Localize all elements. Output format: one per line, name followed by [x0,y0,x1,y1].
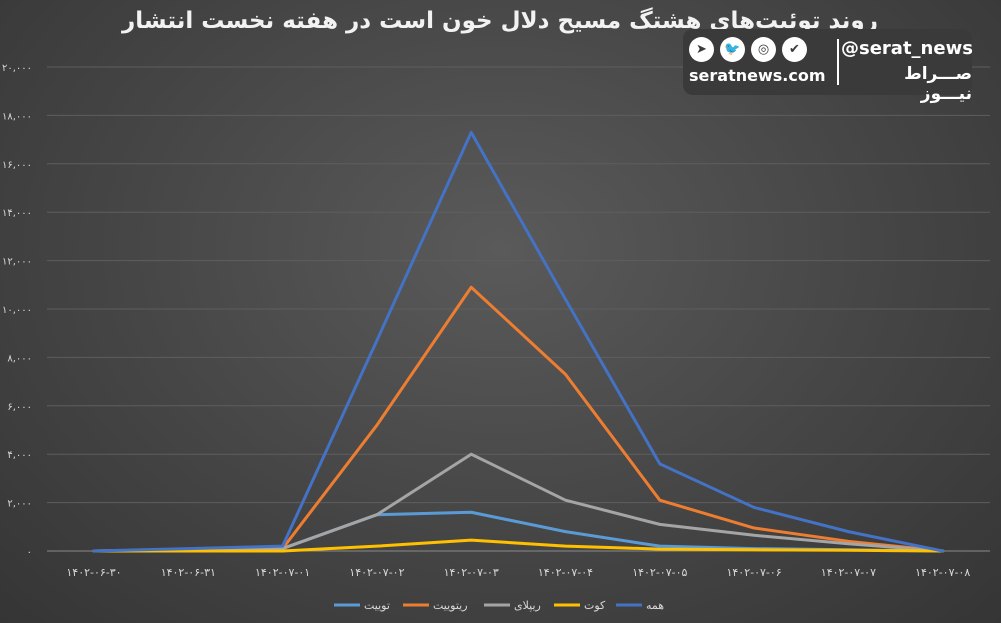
legend-label: ریتوییت [433,599,468,612]
social-icons: ➤ 🐦 ◎ ✔ [689,37,807,62]
gridlines [47,66,990,552]
legend-label: همه [646,599,664,612]
x-tick-label: ۱۴۰۲-۰۷-۰۲ [349,566,404,579]
shield-check-icon[interactable]: ✔ [782,37,807,62]
x-tick-label: ۱۴۰۲-۰۷-۰۴ [538,566,593,579]
series-lines [92,130,945,553]
x-tick-label: ۱۴۰۲-۰۷-۰۶ [726,566,781,579]
series-line-1 [92,285,945,553]
y-axis-ticks: ۰ ۲,۰۰۰ ۴,۰۰۰ ۶,۰۰۰ ۸,۰۰۰ ۱۰,۰۰۰ ۱۲,۰۰۰ ۱۴,۰۰۰ ۱… [2,63,32,558]
y-tick-label: ۱۸,۰۰۰ [2,111,32,122]
legend-label: کوت [584,599,606,612]
y-tick-label: ۶,۰۰۰ [7,402,32,413]
x-axis-ticks: ۱۴۰۲-۰۶-۳۰ ۱۴۰۲-۰۶-۳۱ ۱۴۰۲-۰۷-۰۱ ۱۴۰۲-۰۷-۰۲… [66,566,970,579]
y-tick-label: ۰ [27,547,32,558]
twitter-icon[interactable]: 🐦 [720,37,745,62]
x-tick-label: ۱۴۰۲-۰۷-۰۷ [821,566,876,579]
x-tick-label: ۱۴۰۲-۰۶-۳۰ [66,566,121,579]
legend-label: توییت [364,599,390,612]
y-tick-label: ۱۰,۰۰۰ [2,305,32,316]
x-tick-label: ۱۴۰۲-۰۷-۰۸ [915,566,970,579]
y-tick-label: ۱۲,۰۰۰ [2,257,32,268]
y-tick-label: ۲,۰۰۰ [7,499,32,510]
telegram-icon[interactable]: ➤ [689,37,714,62]
y-tick-label: ۱۶,۰۰۰ [2,160,32,171]
legend: توییت ریتوییت ریپلای کوت همه [334,599,664,612]
series-line-3 [92,538,945,553]
x-tick-label: ۱۴۰۲-۰۷-۰۵ [632,566,687,579]
series-line-4 [92,130,945,553]
brand-name-fa: صـــراط نیـــوز [904,64,972,104]
x-tick-label: ۱۴۰۲-۰۶-۳۱ [161,566,216,579]
y-tick-label: ۸,۰۰۰ [7,353,32,364]
x-tick-label: ۱۴۰۲-۰۷-۰۳ [444,566,499,579]
series-line-0 [92,510,945,553]
y-tick-label: ۴,۰۰۰ [7,450,32,461]
y-tick-label: ۲۰,۰۰۰ [2,63,32,74]
brand-box: ➤ 🐦 ◎ ✔ seratnews.com @serat_news صـــرا… [683,29,973,104]
brand-divider [837,39,839,85]
instagram-icon[interactable]: ◎ [751,37,776,62]
legend-label: ریپلای [514,599,541,612]
brand-handle[interactable]: @serat_news [841,38,973,59]
x-tick-label: ۱۴۰۲-۰۷-۰۱ [255,566,310,579]
brand-site[interactable]: seratnews.com [689,66,826,85]
series-line-2 [92,452,945,553]
y-tick-label: ۱۴,۰۰۰ [2,208,32,219]
